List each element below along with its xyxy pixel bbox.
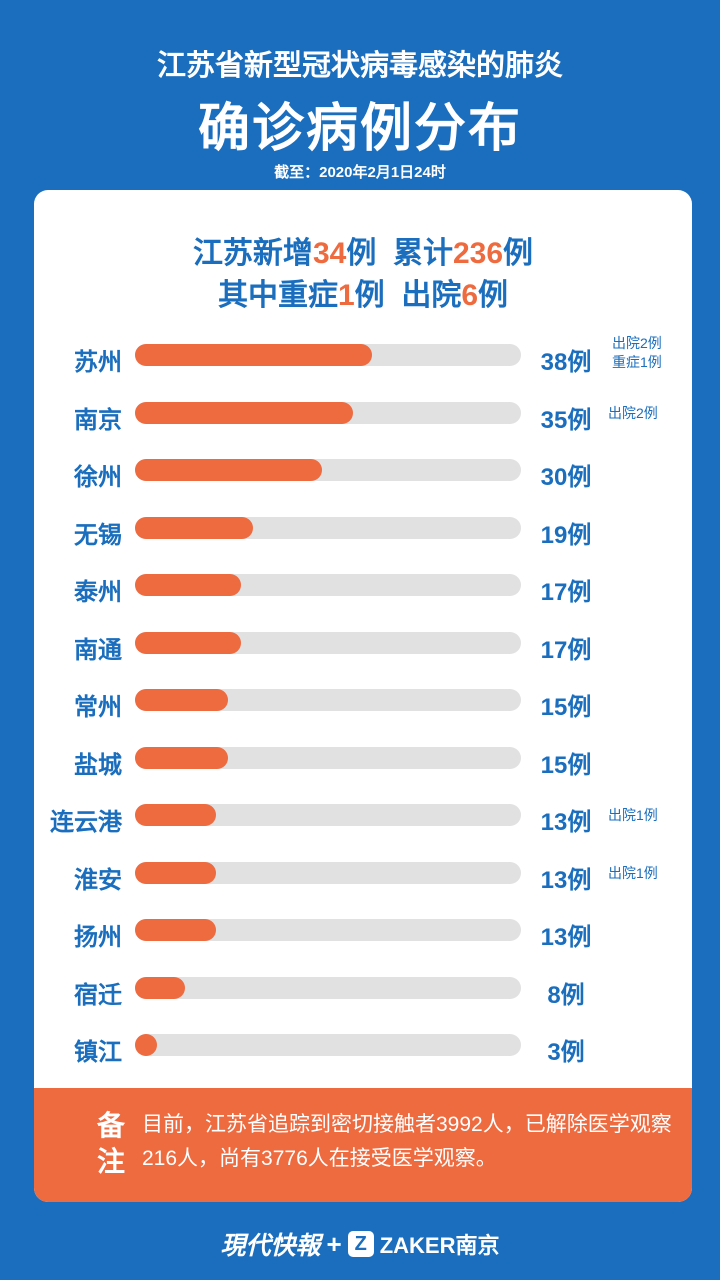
bar-row: 南京 35例 出院2例: [34, 398, 692, 454]
category-label: 扬州: [74, 924, 122, 951]
category-label: 苏州: [74, 349, 122, 376]
bar-track: [135, 919, 521, 941]
bar: [135, 401, 353, 424]
value-label: 13例: [540, 924, 592, 951]
bar-row: 南通 17例: [34, 628, 692, 684]
bar-row: 苏州 38例 出院2例 重症1例: [34, 335, 692, 396]
value-label: 15例: [540, 694, 592, 721]
category-label: 泰州: [74, 579, 122, 606]
brand-footer: 現代快報 + Z ZAKER南京: [0, 1224, 720, 1264]
category-label: 宿迁: [74, 981, 122, 1009]
bar-row: 无锡 19例: [34, 513, 692, 569]
bar-row: 常州 15例: [34, 685, 692, 741]
bar-track: [135, 861, 521, 884]
summary-number: 1: [337, 279, 355, 312]
bar: [135, 746, 229, 769]
category-label: 连云港: [50, 809, 122, 836]
bar: [135, 631, 241, 654]
title-line2: 确诊病例分布: [197, 100, 522, 158]
summary-line2: 其中重症1例 出院6例: [34, 270, 692, 314]
bar-annotation: 出院2例重症1例: [612, 334, 692, 372]
annotation-line: 出院2例: [612, 335, 662, 351]
bar-track: [135, 804, 521, 826]
summary-text: 江苏新增: [192, 237, 313, 270]
bar: [135, 516, 254, 539]
bar: [135, 1034, 157, 1056]
remark-label: 备注: [96, 1110, 125, 1177]
category-label: 南京: [74, 406, 122, 434]
value-label: 3例: [547, 1039, 585, 1066]
bar-track: [135, 976, 521, 999]
bar: [135, 344, 372, 366]
bar: [135, 804, 216, 826]
bar-row: 淮安 13例 出院1例: [34, 858, 692, 914]
remark-box: 备注 目前，江苏省追踪到密切接触者3992人，已解除医学观察216人，尚有377…: [34, 1088, 692, 1202]
summary-number: 6: [461, 279, 479, 312]
bar-annotation: 出院2例: [608, 404, 688, 423]
annotation-line: 出院2例: [608, 404, 658, 421]
annotation-line: 出院1例: [608, 807, 658, 823]
value-label: 35例: [540, 406, 592, 434]
bar: [135, 919, 216, 941]
category-label: 淮安: [74, 866, 122, 894]
bar-annotation: 出院1例: [608, 864, 688, 883]
category-label: 无锡: [74, 521, 122, 549]
chart-card: 江苏新增34例 累计236例 其中重症1例 出院6例 苏州 38例 出院2例 重症1例…: [34, 190, 692, 1202]
bar: [135, 459, 322, 481]
summary-text: 例 累计: [346, 237, 453, 270]
value-label: 13例: [540, 866, 592, 894]
brand-xiandai-kuaibao: 現代快報: [220, 1231, 321, 1260]
bar-row: 镇江 3例: [34, 1030, 692, 1086]
bar-track: [135, 1034, 521, 1056]
summary-text: 例: [478, 279, 509, 312]
bar-row: 连云港 13例 出院1例: [34, 800, 692, 856]
category-label: 常州: [74, 694, 122, 721]
bar: [135, 689, 229, 711]
value-label: 19例: [540, 521, 592, 549]
value-label: 8例: [547, 981, 585, 1009]
summary-text: 其中重症: [217, 279, 338, 312]
brand-plus: +: [326, 1228, 342, 1259]
title-line1: 江苏省新型冠状病毒感染的肺炎: [156, 50, 563, 82]
remark-text: 目前，江苏省追踪到密切接触者3992人，已解除医学观察216人，尚有3776人在…: [142, 1113, 672, 1170]
bar-annotation: 出院1例: [608, 806, 688, 825]
category-label: 盐城: [74, 751, 122, 779]
bar-track: [135, 746, 521, 769]
bar-row: 泰州 17例: [34, 570, 692, 626]
bar-row: 徐州 30例: [34, 455, 692, 511]
value-label: 17例: [540, 636, 592, 664]
bar-row: 宿迁 8例: [34, 973, 692, 1029]
summary-text: 例 出院: [354, 279, 462, 312]
annotation-line: 重症1例: [612, 354, 662, 370]
summary-text: 例: [503, 237, 534, 270]
category-label: 镇江: [74, 1039, 122, 1066]
brand-zaker-nanjing: ZAKER南京: [379, 1233, 500, 1258]
bar: [135, 574, 241, 596]
value-label: 17例: [540, 579, 592, 606]
bar-track: [135, 689, 521, 711]
category-label: 徐州: [74, 464, 122, 491]
value-label: 30例: [540, 464, 592, 491]
bar: [135, 861, 216, 884]
summary-number: 236: [452, 237, 504, 270]
annotation-line: 出院1例: [608, 864, 658, 881]
bar: [135, 976, 185, 999]
bar-row: 盐城 15例: [34, 743, 692, 799]
category-label: 南通: [74, 636, 122, 664]
summary-line1: 江苏新增34例 累计236例: [34, 228, 692, 272]
value-label: 38例: [540, 349, 592, 376]
summary-number: 34: [312, 237, 347, 270]
value-label: 13例: [540, 809, 592, 836]
value-label: 15例: [540, 751, 592, 779]
zaker-logo-icon: Z: [347, 1231, 374, 1257]
bar-row: 扬州 13例: [34, 915, 692, 971]
as-of-date: 截至：2020年2月1日24时: [274, 164, 446, 181]
